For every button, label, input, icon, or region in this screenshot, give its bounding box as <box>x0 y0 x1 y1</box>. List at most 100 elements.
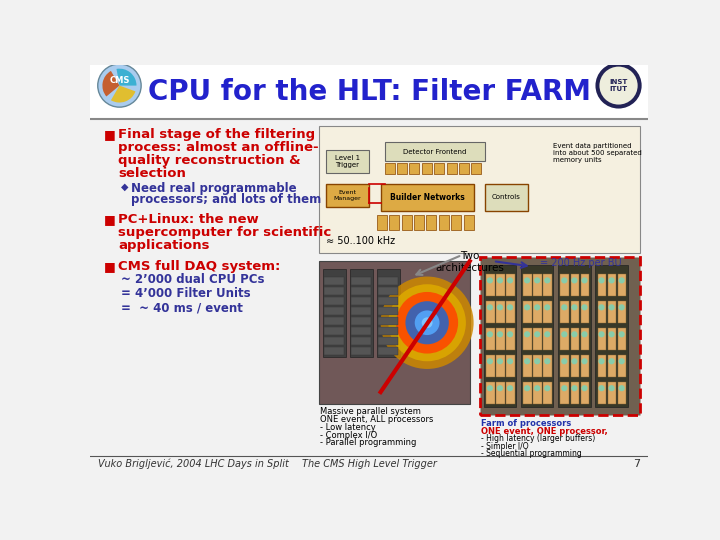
Text: - Low latency: - Low latency <box>320 423 376 432</box>
Circle shape <box>487 304 493 310</box>
Bar <box>326 184 369 207</box>
Text: ≈ 50..100 kHz: ≈ 50..100 kHz <box>326 236 395 246</box>
Text: process: almost an offline-: process: almost an offline- <box>118 141 318 154</box>
Bar <box>323 269 346 357</box>
Circle shape <box>487 358 493 365</box>
Bar <box>402 215 412 231</box>
Circle shape <box>524 278 530 284</box>
Bar <box>608 328 616 350</box>
Bar <box>608 274 616 296</box>
Bar <box>496 328 505 350</box>
Wedge shape <box>102 71 120 97</box>
Bar <box>523 382 532 403</box>
Text: CMS: CMS <box>109 76 130 85</box>
Bar <box>570 328 579 350</box>
Bar <box>618 328 626 350</box>
Text: Detector Frontend: Detector Frontend <box>403 149 467 155</box>
Bar <box>598 382 606 403</box>
Bar <box>480 257 640 415</box>
Circle shape <box>381 276 474 369</box>
Circle shape <box>497 385 503 392</box>
Bar <box>496 355 505 377</box>
Bar <box>570 355 579 377</box>
Bar <box>472 164 482 174</box>
Text: The CMS High Level Trigger: The CMS High Level Trigger <box>302 458 436 469</box>
Circle shape <box>507 358 513 365</box>
Bar <box>351 307 372 315</box>
Circle shape <box>544 385 550 392</box>
Circle shape <box>618 358 625 365</box>
Bar <box>506 301 515 323</box>
Circle shape <box>571 304 577 310</box>
Text: - Complex I/O: - Complex I/O <box>320 430 377 440</box>
Circle shape <box>561 358 567 365</box>
Bar <box>544 328 552 350</box>
Circle shape <box>561 278 567 284</box>
Circle shape <box>608 385 615 392</box>
Bar <box>496 382 505 403</box>
Text: ONE event, ONE processor,: ONE event, ONE processor, <box>482 427 608 436</box>
Bar <box>595 265 628 408</box>
Bar <box>324 338 344 345</box>
Text: selection: selection <box>118 167 186 180</box>
Circle shape <box>524 331 530 338</box>
Bar <box>560 274 569 296</box>
Circle shape <box>534 278 540 284</box>
Text: ◆: ◆ <box>121 182 128 192</box>
Bar <box>560 355 569 377</box>
Circle shape <box>608 278 615 284</box>
Circle shape <box>534 385 540 392</box>
Text: Need real programmable: Need real programmable <box>131 182 297 195</box>
Text: CPU for the HLT: Filter FARM: CPU for the HLT: Filter FARM <box>148 78 590 106</box>
Wedge shape <box>117 69 137 85</box>
Circle shape <box>561 385 567 392</box>
Bar <box>598 274 606 296</box>
Bar <box>534 328 542 350</box>
Bar <box>618 301 626 323</box>
Bar <box>560 382 569 403</box>
Bar <box>324 327 344 335</box>
Bar <box>397 164 407 174</box>
Circle shape <box>497 358 503 365</box>
Circle shape <box>608 358 615 365</box>
Circle shape <box>581 304 588 310</box>
Circle shape <box>507 304 513 310</box>
Circle shape <box>598 358 605 365</box>
Text: Controls: Controls <box>492 194 521 200</box>
Bar <box>580 355 589 377</box>
Bar <box>580 301 589 323</box>
Bar <box>378 327 398 335</box>
Circle shape <box>598 278 605 284</box>
Bar <box>523 301 532 323</box>
Bar <box>384 142 485 161</box>
Circle shape <box>507 331 513 338</box>
Bar <box>389 215 399 231</box>
Text: PC+Linux: the new: PC+Linux: the new <box>118 213 258 226</box>
Text: Massive parallel system: Massive parallel system <box>320 408 421 416</box>
Text: - Sequential programming: - Sequential programming <box>482 449 582 458</box>
Text: - Parallel programming: - Parallel programming <box>320 438 417 447</box>
Circle shape <box>598 331 605 338</box>
Bar <box>534 355 542 377</box>
Circle shape <box>98 64 141 107</box>
Bar <box>351 287 372 295</box>
Circle shape <box>581 278 588 284</box>
Bar <box>426 215 436 231</box>
Bar <box>378 287 398 295</box>
Bar <box>534 301 542 323</box>
Bar <box>486 328 495 350</box>
Bar <box>350 269 373 357</box>
Bar <box>446 164 456 174</box>
Bar <box>351 298 372 305</box>
Circle shape <box>534 358 540 365</box>
Bar <box>570 274 579 296</box>
Text: - Simpler I/O: - Simpler I/O <box>482 442 529 451</box>
Bar <box>378 298 398 305</box>
Circle shape <box>618 304 625 310</box>
Circle shape <box>422 318 433 328</box>
Bar <box>560 328 569 350</box>
Bar <box>434 164 444 174</box>
Bar <box>351 338 372 345</box>
Bar <box>496 274 505 296</box>
Text: quality reconstruction &: quality reconstruction & <box>118 154 300 167</box>
